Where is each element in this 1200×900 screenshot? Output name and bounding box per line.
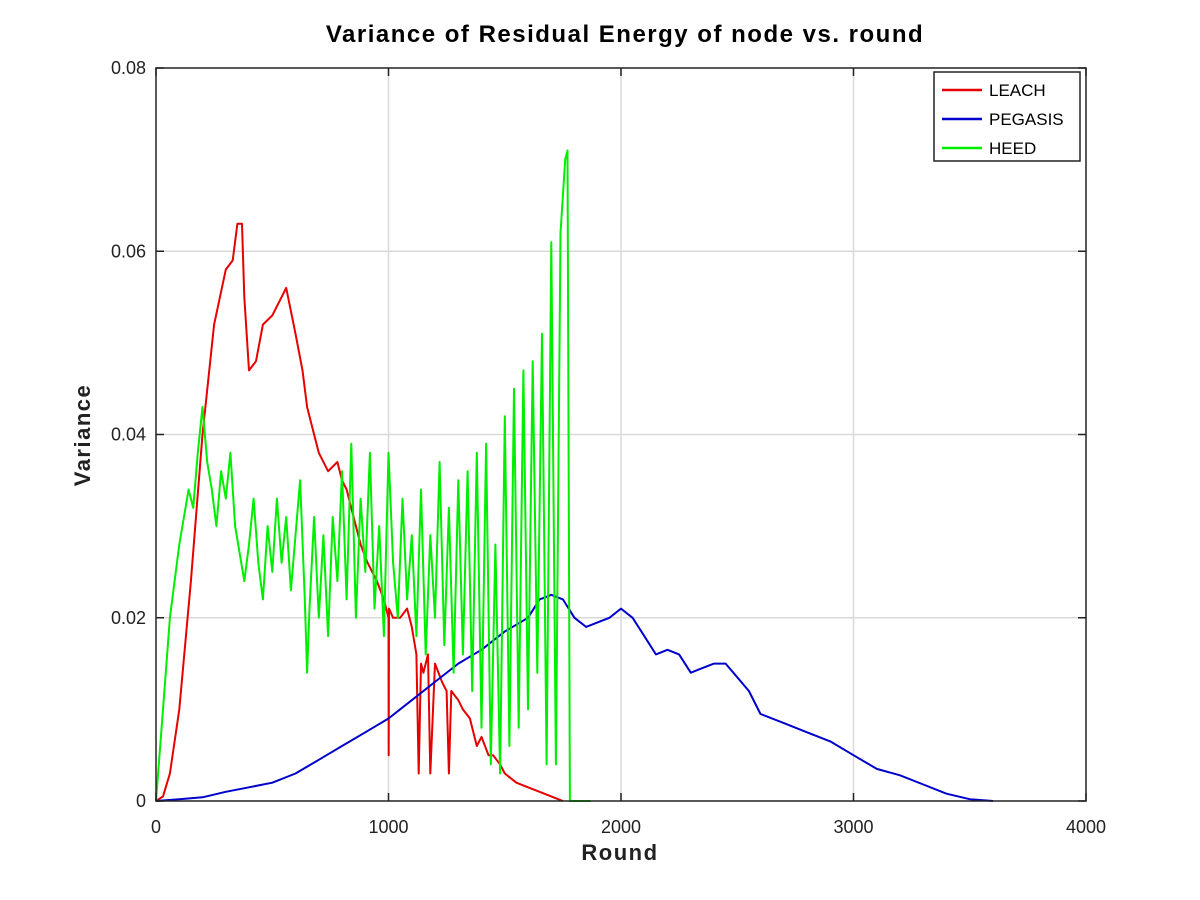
legend-label-heed: HEED xyxy=(989,139,1036,158)
legend: LEACH PEGASIS HEED xyxy=(933,71,1081,162)
legend-label-pegasis: PEGASIS xyxy=(989,110,1064,129)
grid-layer xyxy=(156,68,1086,801)
legend-items: LEACH PEGASIS HEED xyxy=(942,81,1064,158)
series-line-leach xyxy=(155,222,564,802)
y-tick-label: 0.06 xyxy=(111,241,146,261)
x-tick-label: 0 xyxy=(151,817,161,837)
y-tick-label: 0.04 xyxy=(111,425,146,445)
legend-label-leach: LEACH xyxy=(989,81,1046,100)
series-line-pegasis xyxy=(155,593,994,802)
legend-box xyxy=(933,71,1081,162)
y-tick-label: 0 xyxy=(136,791,146,811)
x-tick-label: 3000 xyxy=(833,817,873,837)
y-axis-label: Variance xyxy=(70,384,95,487)
x-tick-label: 2000 xyxy=(601,817,641,837)
series-layer xyxy=(155,149,994,802)
x-tick-label: 4000 xyxy=(1066,817,1106,837)
chart-title: Variance of Residual Energy of node vs. … xyxy=(326,21,924,48)
x-tick-label: 1000 xyxy=(368,817,408,837)
series-line-heed xyxy=(155,149,591,802)
y-tick-label: 0.02 xyxy=(111,608,146,628)
x-axis-label: Round xyxy=(581,840,658,865)
ticks-layer: 0 1000 2000 3000 4000 0 0.02 0.04 0.06 0.08 xyxy=(111,58,1106,837)
y-tick-label: 0.08 xyxy=(111,58,146,78)
